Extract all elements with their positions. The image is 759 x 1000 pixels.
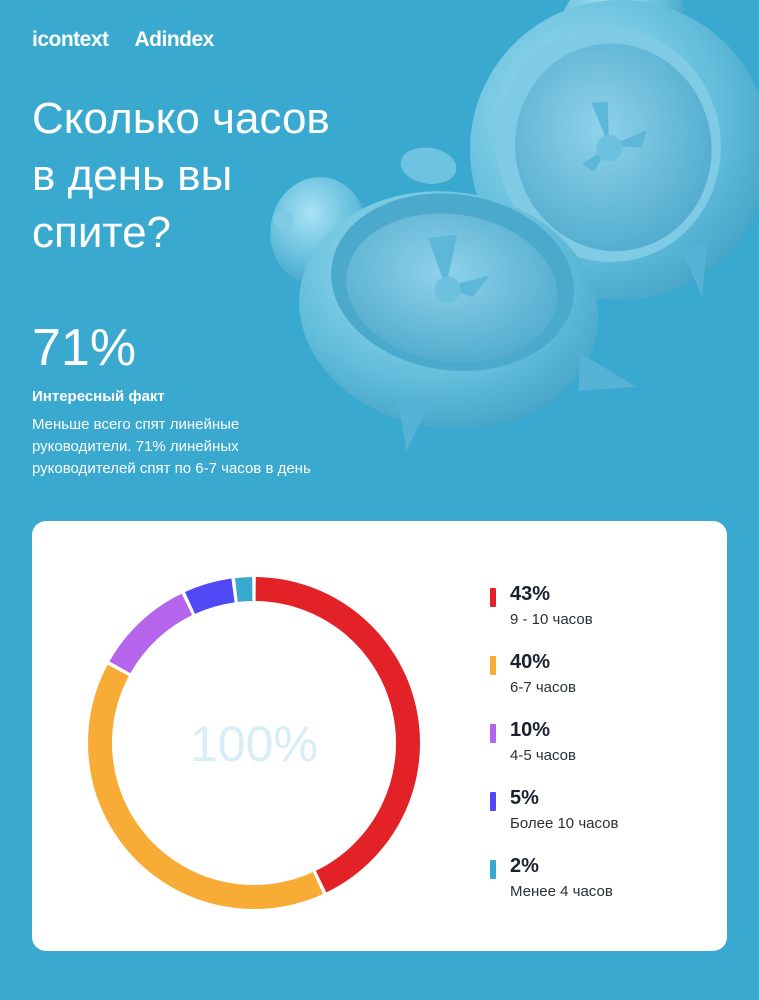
chart-card: 100% 43% 9 - 10 часов 40% 6-7 часов 10% … bbox=[32, 521, 727, 951]
legend-item: 10% 4-5 часов bbox=[490, 715, 720, 783]
legend-label: 9 - 10 часов bbox=[510, 611, 593, 628]
legend-percent: 5% bbox=[510, 787, 539, 809]
donut-chart: 100% bbox=[88, 577, 420, 909]
legend-percent: 43% bbox=[510, 583, 551, 605]
legend-label: 6-7 часов bbox=[510, 679, 576, 696]
donut-slice-1 bbox=[255, 577, 420, 893]
legend-percent: 2% bbox=[510, 855, 539, 877]
legend-item: 43% 9 - 10 часов bbox=[490, 579, 720, 647]
legend-item: 5% Более 10 часов bbox=[490, 783, 720, 851]
legend-swatch bbox=[490, 792, 496, 811]
center-label: 100% bbox=[190, 716, 318, 772]
legend-item: 2% Менее 4 часов bbox=[490, 851, 720, 919]
highlight-value: 71% bbox=[32, 319, 137, 377]
icontext-logo: icontext bbox=[32, 28, 109, 51]
fact-text-line: руководителей спят по 6-7 часов в день bbox=[32, 460, 311, 477]
legend-swatch bbox=[490, 588, 496, 607]
donut-slice-2 bbox=[88, 664, 324, 909]
brand-logos: icontext Adindex bbox=[32, 28, 214, 52]
donut-slice-4 bbox=[184, 578, 235, 614]
legend-swatch bbox=[490, 860, 496, 879]
alarm-clocks-illustration bbox=[240, 0, 759, 480]
legend-label: Менее 4 часов bbox=[510, 883, 613, 900]
legend-percent: 10% bbox=[510, 719, 551, 741]
page-title: Сколько часов в день вы спите? bbox=[32, 90, 412, 261]
donut-slice-5 bbox=[235, 577, 253, 602]
title-line: в день вы bbox=[32, 151, 233, 200]
front-clock bbox=[270, 147, 636, 452]
fact-text-line: Меньше всего спят линейные bbox=[32, 416, 240, 433]
donut-slice-3 bbox=[109, 593, 193, 674]
fact-text-line: руководители. 71% линейных bbox=[32, 438, 239, 455]
fact-text: Меньше всего спят линейные руководители.… bbox=[32, 414, 372, 480]
fact-heading: Интересный факт bbox=[32, 388, 165, 405]
legend-percent: 40% bbox=[510, 651, 551, 673]
title-line: Сколько часов bbox=[32, 94, 330, 143]
chart-legend: 43% 9 - 10 часов 40% 6-7 часов 10% 4-5 ч… bbox=[490, 579, 720, 919]
legend-swatch bbox=[490, 724, 496, 743]
legend-item: 40% 6-7 часов bbox=[490, 647, 720, 715]
legend-swatch bbox=[490, 656, 496, 675]
legend-label: 4-5 часов bbox=[510, 747, 576, 764]
adindex-logo: Adindex bbox=[134, 28, 215, 51]
title-line: спите? bbox=[32, 208, 172, 257]
legend-label: Более 10 часов bbox=[510, 815, 619, 832]
